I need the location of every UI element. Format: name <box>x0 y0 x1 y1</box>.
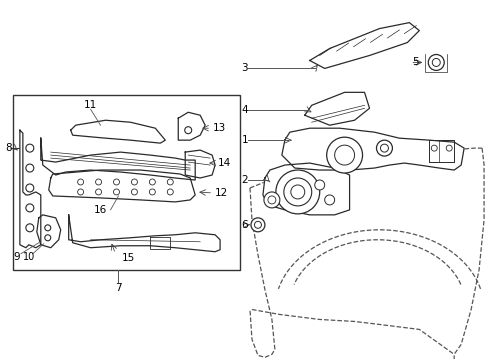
Circle shape <box>167 189 173 195</box>
Polygon shape <box>263 163 349 215</box>
Text: 4: 4 <box>241 105 247 115</box>
Text: 16: 16 <box>94 205 107 215</box>
Bar <box>13 95 240 270</box>
Polygon shape <box>20 130 41 248</box>
Polygon shape <box>41 138 195 180</box>
Circle shape <box>26 204 34 212</box>
Circle shape <box>427 54 443 71</box>
Circle shape <box>78 189 83 195</box>
Circle shape <box>446 145 451 151</box>
Polygon shape <box>37 215 61 248</box>
Polygon shape <box>304 92 369 125</box>
Circle shape <box>26 144 34 152</box>
Polygon shape <box>185 150 215 178</box>
Circle shape <box>283 178 311 206</box>
Polygon shape <box>178 112 205 140</box>
Circle shape <box>26 184 34 192</box>
Circle shape <box>250 218 264 232</box>
Text: 5: 5 <box>411 58 418 67</box>
Circle shape <box>26 224 34 232</box>
Circle shape <box>430 145 436 151</box>
Circle shape <box>254 221 261 228</box>
Circle shape <box>131 179 137 185</box>
Text: 14: 14 <box>218 158 231 168</box>
Circle shape <box>26 164 34 172</box>
Circle shape <box>45 225 51 231</box>
Text: 8: 8 <box>5 143 12 153</box>
Text: 11: 11 <box>84 100 97 110</box>
Polygon shape <box>71 120 165 143</box>
Circle shape <box>290 185 304 199</box>
Circle shape <box>324 195 334 205</box>
Text: 12: 12 <box>215 188 228 198</box>
Circle shape <box>431 58 439 67</box>
Circle shape <box>376 140 392 156</box>
Text: 2: 2 <box>241 175 247 185</box>
Circle shape <box>314 180 324 190</box>
Circle shape <box>45 235 51 241</box>
Circle shape <box>184 127 191 134</box>
Text: 13: 13 <box>213 123 226 133</box>
Circle shape <box>149 189 155 195</box>
Circle shape <box>113 189 119 195</box>
Circle shape <box>167 179 173 185</box>
Circle shape <box>326 137 362 173</box>
Polygon shape <box>49 170 195 202</box>
Text: 15: 15 <box>122 253 135 263</box>
Circle shape <box>334 145 354 165</box>
Text: 3: 3 <box>241 63 247 73</box>
Circle shape <box>264 192 279 208</box>
Circle shape <box>267 196 275 204</box>
Polygon shape <box>68 215 220 252</box>
Text: 6: 6 <box>241 220 247 230</box>
Circle shape <box>380 144 387 152</box>
Polygon shape <box>281 128 463 170</box>
Circle shape <box>78 179 83 185</box>
Circle shape <box>95 179 102 185</box>
Circle shape <box>131 189 137 195</box>
Circle shape <box>149 179 155 185</box>
Circle shape <box>113 179 119 185</box>
Text: 10: 10 <box>22 252 35 262</box>
Text: 1: 1 <box>241 135 247 145</box>
Polygon shape <box>309 23 419 68</box>
Circle shape <box>95 189 102 195</box>
Text: 7: 7 <box>115 283 122 293</box>
Circle shape <box>275 170 319 214</box>
Text: 9: 9 <box>14 252 20 262</box>
